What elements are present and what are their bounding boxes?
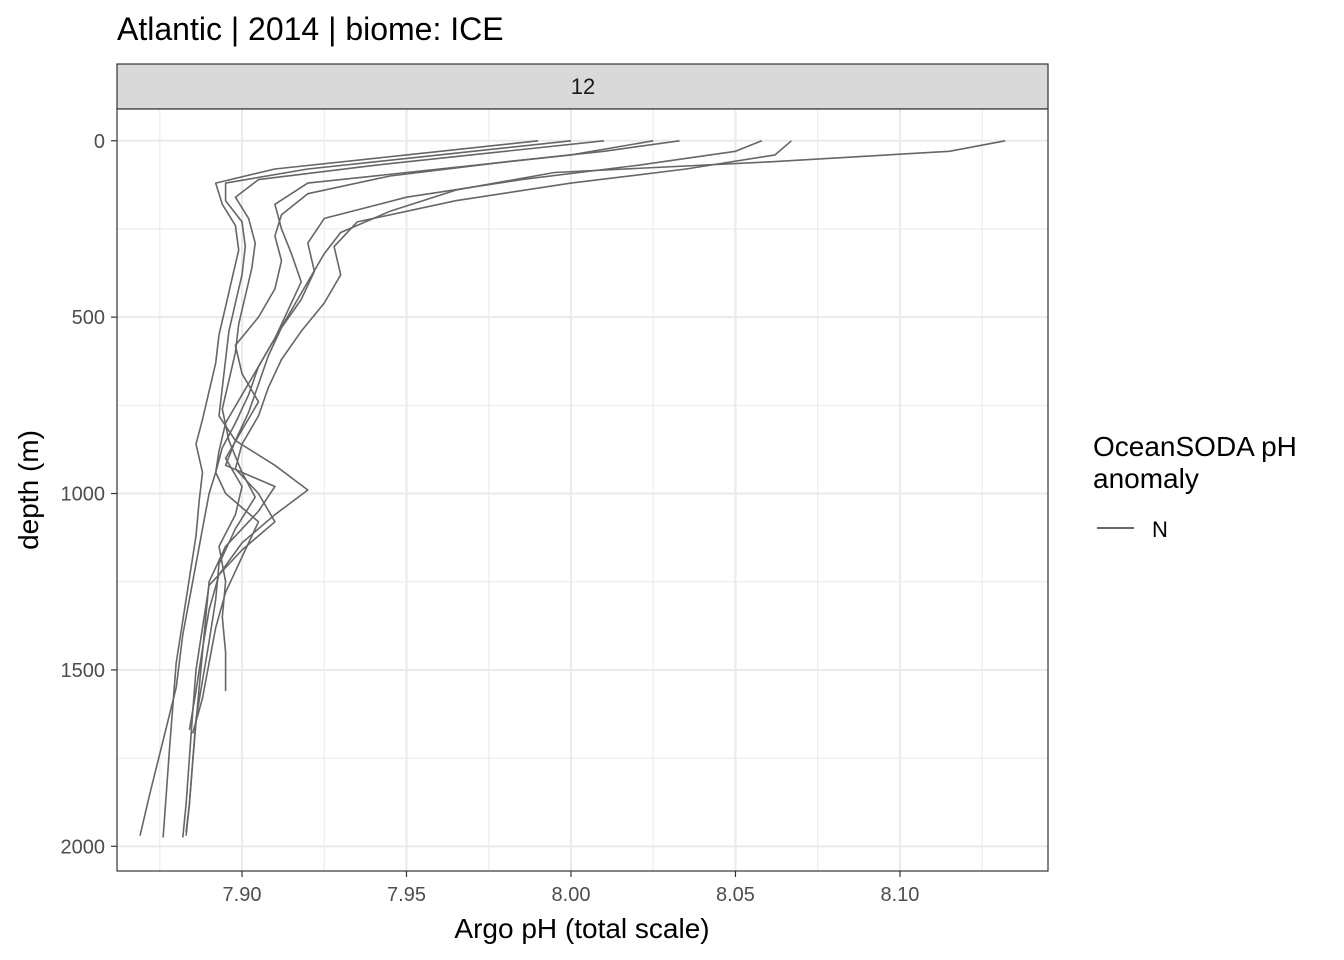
profile-line-4 bbox=[218, 140, 680, 692]
x-axis-title: Argo pH (total scale) bbox=[454, 913, 709, 944]
facet-label: 12 bbox=[571, 74, 595, 99]
plot-panel-border bbox=[116, 108, 1049, 872]
x-tick-label: 8.10 bbox=[880, 884, 919, 906]
x-tick-label: 7.90 bbox=[223, 884, 262, 906]
y-tick-label: 1500 bbox=[61, 660, 106, 682]
series-layer bbox=[139, 140, 1006, 838]
profile-line-6 bbox=[185, 140, 604, 833]
plot-panel bbox=[117, 109, 1048, 871]
profile-line-5 bbox=[191, 140, 654, 734]
legend-title-line-2: anomaly bbox=[1093, 463, 1199, 494]
legend-entry-label: N bbox=[1152, 517, 1168, 542]
y-tick-label: 500 bbox=[72, 307, 105, 329]
profile-line-8 bbox=[162, 140, 539, 838]
y-tick-label: 2000 bbox=[61, 836, 106, 858]
x-axis: 7.90 7.95 8.00 8.05 8.10 bbox=[223, 871, 919, 906]
legend-title-line-1: OceanSODA pH bbox=[1093, 431, 1297, 462]
y-axis: 0 500 1000 1500 2000 bbox=[61, 131, 117, 858]
facet-strip bbox=[116, 63, 1049, 110]
profile-line-7 bbox=[188, 140, 572, 731]
chart-title: Atlantic | 2014 | biome: ICE bbox=[117, 11, 504, 47]
profile-line-3 bbox=[185, 140, 763, 836]
x-tick-label: 8.00 bbox=[552, 884, 591, 906]
grid-minor bbox=[117, 109, 1048, 871]
y-tick-label: 1000 bbox=[61, 484, 106, 506]
y-tick-label: 0 bbox=[94, 131, 105, 153]
x-tick-label: 7.95 bbox=[387, 884, 426, 906]
grid-major bbox=[117, 109, 1048, 871]
y-axis-title: depth (m) bbox=[13, 430, 44, 550]
profile-line-2 bbox=[182, 140, 792, 838]
x-tick-label: 8.05 bbox=[716, 884, 755, 906]
legend: OceanSODA pH anomaly N bbox=[1093, 431, 1297, 542]
